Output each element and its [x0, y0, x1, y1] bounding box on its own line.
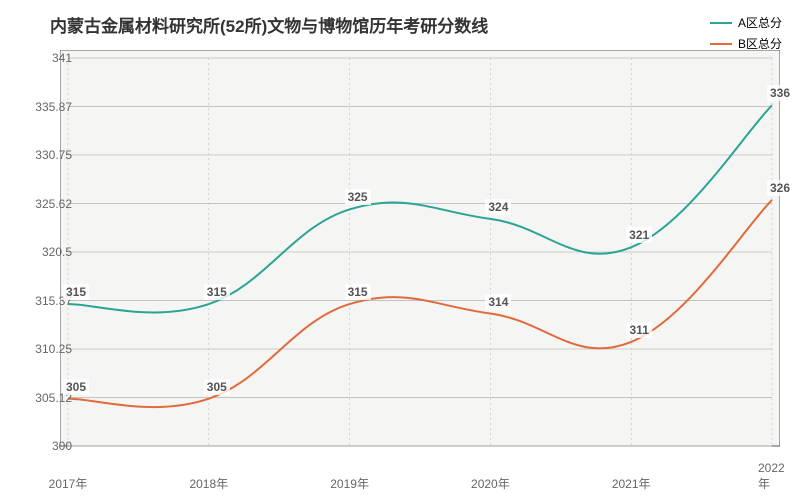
data-point-label: 305	[63, 379, 89, 395]
x-tick-label: 2018年	[189, 475, 228, 492]
y-tick-label: 320.5	[42, 245, 72, 259]
chart-title: 内蒙古金属材料研究所(52所)文物与博物馆历年考研分数线	[50, 12, 488, 37]
data-point-label: 315	[63, 284, 89, 300]
y-tick-label: 300	[52, 439, 72, 453]
data-point-label: 321	[626, 227, 652, 243]
data-point-label: 315	[345, 284, 371, 300]
x-tick-label: 2020年	[471, 475, 510, 492]
data-point-label: 324	[485, 199, 511, 215]
data-point-label: 305	[204, 379, 230, 395]
x-tick-label: 2022年	[758, 461, 786, 492]
legend-label-a: A区总分	[738, 14, 782, 31]
chart-container: 内蒙古金属材料研究所(52所)文物与博物馆历年考研分数线 A区总分 B区总分 3…	[0, 0, 800, 500]
y-tick-label: 325.62	[35, 197, 72, 211]
y-tick-label: 335.87	[35, 100, 72, 114]
data-point-label: 326	[767, 180, 793, 196]
y-tick-label: 330.75	[35, 148, 72, 162]
y-tick-label: 310.25	[35, 342, 72, 356]
data-point-label: 336	[767, 85, 793, 101]
data-point-label: 314	[485, 294, 511, 310]
x-tick-label: 2021年	[612, 475, 651, 492]
legend-marker-a	[710, 22, 732, 24]
x-tick-label: 2017年	[49, 475, 88, 492]
chart-svg	[60, 50, 780, 470]
data-point-label: 315	[204, 284, 230, 300]
legend-item-a[interactable]: A区总分	[710, 14, 782, 31]
data-point-label: 325	[345, 189, 371, 205]
y-tick-label: 341	[52, 51, 72, 65]
plot-area	[60, 50, 780, 470]
data-point-label: 311	[627, 322, 652, 338]
x-tick-label: 2019年	[330, 475, 369, 492]
legend-marker-b	[710, 43, 732, 45]
